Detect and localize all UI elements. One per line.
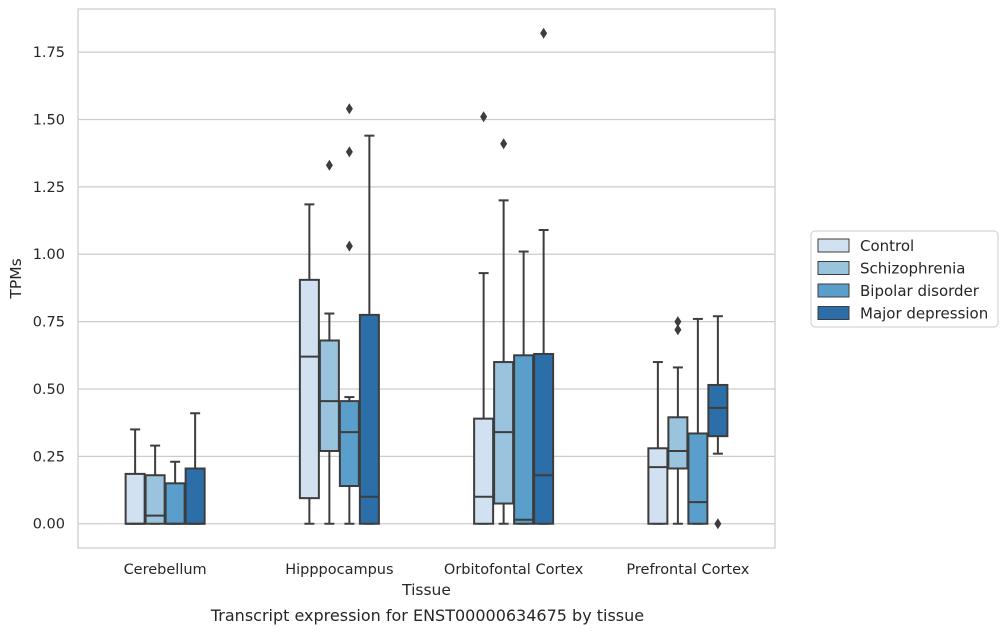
box-iqr — [358, 313, 380, 525]
y-tick-label: 1.00 — [33, 247, 65, 263]
outlier-point — [480, 111, 488, 123]
outlier-point — [345, 146, 353, 158]
legend-label: Schizophrenia — [860, 260, 965, 278]
box-schizophrenia — [667, 316, 689, 525]
box-major-depression — [533, 27, 555, 525]
y-tick-label: 0.75 — [33, 315, 65, 331]
box-iqr — [687, 432, 709, 525]
box-bipolar-disorder — [338, 103, 360, 525]
y-tick-label: 1.50 — [33, 112, 65, 128]
legend: Control Schizophrenia Bipolar disorder Majo… — [810, 230, 999, 328]
box-control — [124, 428, 146, 525]
plot-frame — [77, 8, 776, 549]
box-iqr — [647, 447, 669, 525]
outlier-point — [345, 240, 353, 252]
box-iqr — [667, 416, 689, 470]
box-iqr — [338, 400, 360, 488]
y-tick-label: 0.00 — [33, 517, 65, 533]
x-tick-label: Hipppocampus — [285, 562, 393, 578]
box-major-depression — [707, 315, 729, 530]
box-major-depression — [358, 134, 380, 525]
x-axis-title: Tissue — [401, 581, 451, 599]
box-iqr — [513, 354, 535, 525]
box-iqr — [318, 339, 340, 452]
box-iqr — [707, 383, 729, 438]
box-plot-marks — [124, 27, 729, 530]
x-tick-label: Orbitofontal Cortex — [444, 562, 584, 578]
outlier-point — [325, 159, 333, 171]
legend-frame — [810, 230, 999, 328]
y-tick-labels: 0.00 0.25 0.50 0.75 1.00 1.25 1.50 1.75 — [33, 45, 65, 533]
box-control — [473, 111, 495, 525]
x-tick-label: Prefrontal Cortex — [626, 562, 749, 578]
box-schizophrenia — [493, 138, 515, 525]
box-schizophrenia — [318, 159, 340, 525]
box-iqr — [533, 352, 555, 525]
box-iqr — [298, 278, 320, 500]
legend-swatch — [817, 306, 850, 320]
box-iqr — [184, 467, 206, 525]
box-control — [647, 361, 669, 525]
y-tick-label: 0.50 — [33, 382, 65, 398]
box-control — [298, 203, 320, 525]
y-tick-label: 0.25 — [33, 449, 65, 465]
box-iqr — [164, 482, 186, 525]
legend-swatch — [817, 283, 850, 298]
box-bipolar-disorder — [687, 317, 709, 525]
y-axis-title: TPMs — [7, 258, 25, 299]
y-tick-label: 1.25 — [33, 180, 65, 196]
outlier-point — [345, 103, 353, 115]
legend-swatch — [817, 261, 850, 275]
legend-swatch — [817, 238, 850, 253]
outlier-point — [500, 138, 508, 150]
box-schizophrenia — [144, 444, 166, 525]
box-iqr — [124, 472, 146, 525]
x-tick-label: Cerebellum — [124, 562, 207, 578]
legend-label: Bipolar disorder — [860, 282, 980, 300]
legend-label: Major depression — [860, 305, 988, 323]
y-tick-label: 1.75 — [33, 45, 65, 61]
box-bipolar-disorder — [513, 250, 535, 525]
outlier-point — [674, 324, 682, 336]
outlier-point — [714, 518, 722, 530]
x-tick-labels: Cerebellum Hipppocampus Orbitofontal Corte… — [124, 562, 750, 578]
box-iqr — [473, 417, 495, 525]
figure-caption: Transcript expression for ENST0000063467… — [210, 606, 645, 625]
box-major-depression — [184, 412, 206, 525]
legend-label: Control — [860, 237, 914, 255]
outlier-point — [540, 27, 548, 39]
box-bipolar-disorder — [164, 460, 186, 525]
outlier-point — [674, 316, 682, 328]
